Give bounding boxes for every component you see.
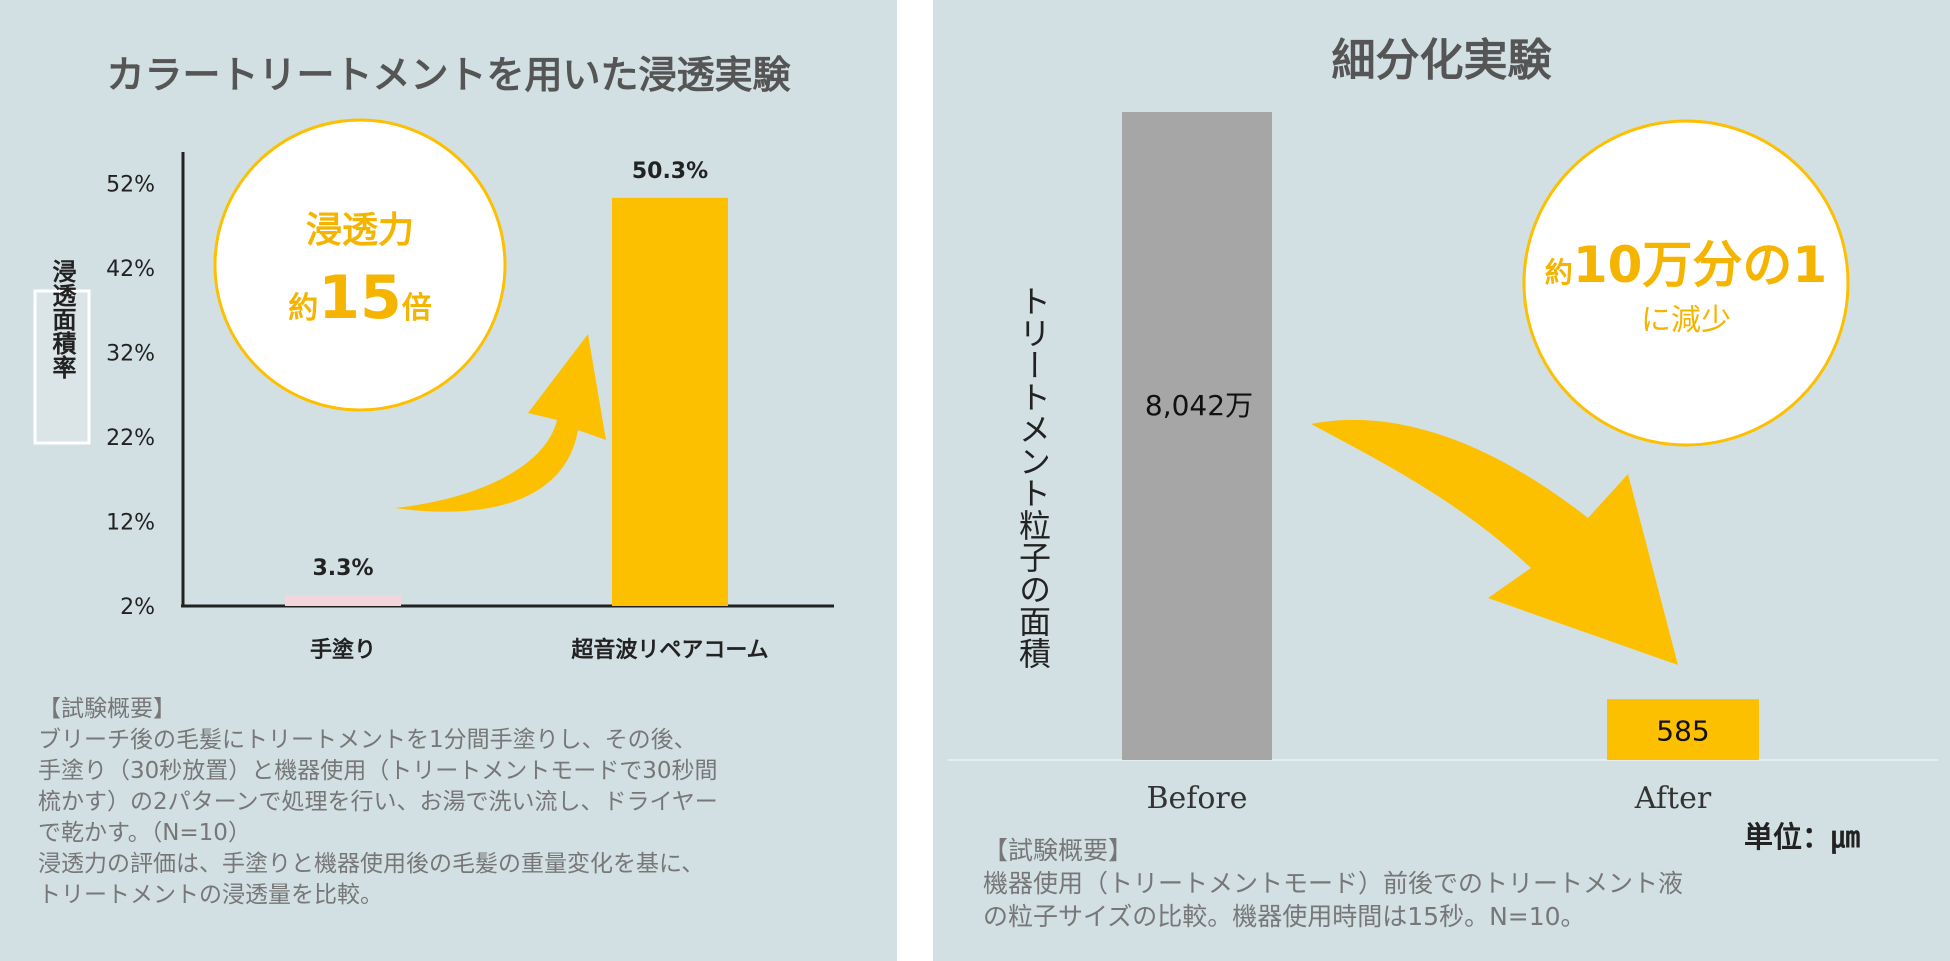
right-bar-data-label: 585 xyxy=(1656,715,1709,748)
left-category-label: 手塗り xyxy=(310,637,376,663)
right-bar xyxy=(1122,112,1272,760)
left-y-tick-label: 12% xyxy=(106,511,155,536)
left-chart: 浸透力 約15倍 浸透面積率 2% 12% 22% 32% 42% 52% 3.3% 手塗り… xyxy=(33,118,834,663)
left-callout-big: 15 xyxy=(318,263,402,333)
right-notes-body: 機器使用（トリートメントモード）前後でのトリートメント液 の粒子サイズの比較。機… xyxy=(983,869,1684,931)
right-bar xyxy=(1607,699,1759,760)
unit-label: 単位：㎛ xyxy=(1744,820,1861,854)
right-callout-circle xyxy=(1522,119,1850,447)
left-bars: 3.3% 手塗り 50.3% 超音波リペアコーム xyxy=(285,159,769,663)
right-decrease-arrow xyxy=(1311,419,1678,665)
left-y-tick-label: 32% xyxy=(106,342,155,367)
left-bar-data-label: 3.3% xyxy=(312,556,373,581)
left-ylabel-box xyxy=(33,289,91,445)
left-notes-body: ブリーチ後の毛髪にトリートメントを1分間手塗りし、その後、 手塗り（30秒放置）… xyxy=(38,727,718,908)
left-callout-suffix: 倍 xyxy=(402,291,432,326)
left-notes: 【試験概要】 ブリーチ後の毛髪にトリートメントを1分間手塗りし、その後、 手塗り… xyxy=(38,694,878,911)
left-y-tick-label: 42% xyxy=(106,257,155,282)
right-category-label: Before xyxy=(1146,781,1247,816)
right-callout-big: 10万分の1 xyxy=(1573,236,1827,294)
right-chart-title: 細分化実験 xyxy=(1331,35,1552,86)
right-notes-heading: 【試験概要】 xyxy=(983,836,1134,865)
left-ylabel: 浸透面積率 xyxy=(48,259,76,379)
left-category-label: 超音波リペアコーム xyxy=(571,637,768,663)
left-bar xyxy=(612,197,728,607)
left-y-tick-label: 52% xyxy=(106,173,155,198)
left-panel: カラートリートメントを用いた浸透実験 浸透力 約15倍 浸透面積率 2% 12% 2… xyxy=(0,0,897,961)
right-bars: 8,042万 Before 585 After xyxy=(1122,112,1759,816)
left-callout-prefix: 約 xyxy=(288,291,318,326)
left-y-tick-label: 22% xyxy=(106,426,155,451)
right-callout-line2: に減少 xyxy=(1641,303,1731,338)
right-notes: 【試験概要】 機器使用（トリートメントモード）前後でのトリートメント液 の粒子サ… xyxy=(983,834,1883,933)
left-notes-heading: 【試験概要】 xyxy=(38,696,176,722)
right-bar-data-label: 8,042万 xyxy=(1145,389,1253,422)
right-chart: 約10万分の1 に減少 トリートメント粒子の面積 8,042万 Before 585… xyxy=(948,112,1938,816)
left-y-ticks: 2% 12% 22% 32% 42% 52% xyxy=(106,173,155,621)
left-callout-line2: 約15倍 xyxy=(288,263,432,333)
right-callout-line1: 約10万分の1 xyxy=(1545,236,1827,294)
left-bar-data-label: 50.3% xyxy=(632,159,708,184)
left-growth-arrow xyxy=(395,334,606,512)
right-category-label: After xyxy=(1634,781,1712,816)
left-callout-circle xyxy=(213,118,507,412)
left-y-tick-label: 2% xyxy=(120,595,155,620)
right-ylabel: トリートメント粒子の面積 xyxy=(1014,285,1052,669)
left-chart-title: カラートリートメントを用いた浸透実験 xyxy=(106,53,791,97)
right-panel: 細分化実験 約10万分の1 に減少 トリートメント粒子の面積 8,042万 Bef… xyxy=(933,0,1950,961)
left-callout-line1: 浸透力 xyxy=(306,210,414,251)
right-callout-prefix: 約 xyxy=(1545,256,1573,289)
left-bar xyxy=(285,595,401,606)
